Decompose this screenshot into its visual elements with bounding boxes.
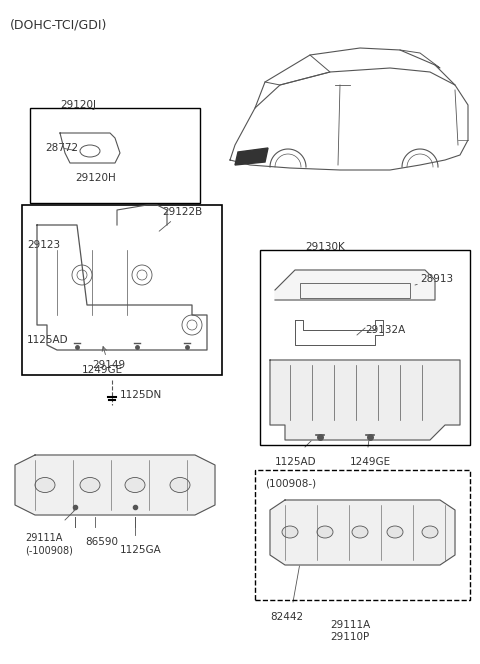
Text: 28772: 28772 (45, 143, 78, 153)
Text: 1125GA: 1125GA (120, 545, 162, 555)
Ellipse shape (35, 477, 55, 493)
Polygon shape (235, 148, 268, 165)
Polygon shape (270, 360, 460, 440)
Ellipse shape (317, 526, 333, 538)
Bar (22, 205, 222, 375)
Ellipse shape (387, 526, 403, 538)
Text: 29120J: 29120J (60, 100, 96, 110)
Bar (30, 108, 200, 203)
Text: 82442: 82442 (270, 612, 303, 622)
Bar (300, 283, 410, 298)
Text: 1125AD: 1125AD (27, 335, 69, 345)
Text: 1249GE: 1249GE (82, 365, 123, 375)
Polygon shape (15, 455, 215, 515)
Text: 1125AD: 1125AD (275, 457, 317, 467)
Ellipse shape (170, 477, 190, 493)
Text: 28913: 28913 (415, 274, 453, 285)
Ellipse shape (125, 477, 145, 493)
Polygon shape (270, 500, 455, 565)
Ellipse shape (352, 526, 368, 538)
Text: 29111A
(-100908): 29111A (-100908) (25, 533, 73, 555)
Text: 1125DN: 1125DN (120, 390, 162, 400)
Text: 29132A: 29132A (365, 325, 405, 335)
Text: 1249GE: 1249GE (350, 457, 391, 467)
Text: 29122B: 29122B (159, 207, 202, 231)
Polygon shape (275, 270, 435, 300)
Ellipse shape (282, 526, 298, 538)
Text: (100908-): (100908-) (265, 478, 316, 488)
Text: 29149: 29149 (92, 347, 125, 370)
Text: 29123: 29123 (27, 240, 60, 250)
Ellipse shape (422, 526, 438, 538)
Bar (255, 470, 470, 600)
Text: (DOHC-TCI/GDI): (DOHC-TCI/GDI) (10, 18, 108, 31)
Bar (260, 250, 470, 445)
Ellipse shape (80, 477, 100, 493)
Text: 86590: 86590 (85, 537, 118, 547)
Text: 29111A
29110P: 29111A 29110P (330, 620, 370, 642)
Text: 29120H: 29120H (75, 173, 116, 183)
Text: 29130K: 29130K (305, 242, 345, 252)
